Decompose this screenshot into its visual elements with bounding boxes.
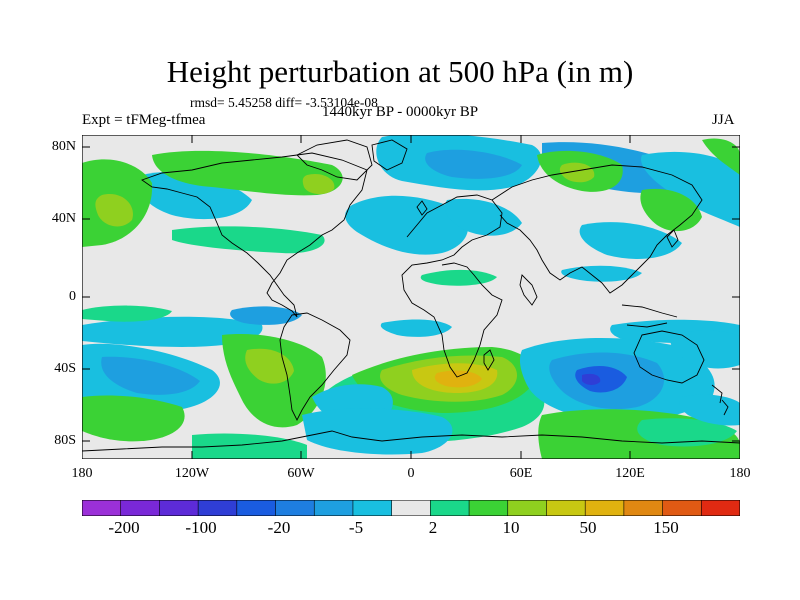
colorbar-swatch (468, 500, 509, 516)
coastlines (82, 139, 740, 452)
lon-label-180e: 180 (729, 466, 751, 481)
colorbar-label-150: 150 (653, 518, 679, 537)
colorbar-swatch (430, 500, 470, 516)
colorbar-swatch (391, 500, 432, 516)
lat-label-40s: 40S (54, 361, 76, 376)
tick-marks (82, 135, 740, 459)
colorbar-swatch (584, 500, 625, 516)
lat-label-80n: 80N (51, 139, 76, 154)
colorbar-swatch (352, 500, 393, 516)
stats-label: rmsd= 5.45258 diff= -3.53104e-08 (190, 95, 378, 110)
lon-label-60e: 60E (509, 466, 533, 481)
contour-fills (82, 135, 740, 459)
colorbar-swatch (546, 500, 586, 516)
colorbar-label-neg100: -100 (185, 518, 217, 537)
colorbar-label-neg200: -200 (108, 518, 140, 537)
lat-label-40n: 40N (51, 211, 76, 226)
colorbar-swatch (275, 500, 316, 516)
colorbar-swatch (159, 500, 199, 516)
colorbar-swatch (197, 500, 238, 516)
colorbar-label-50: 50 (579, 518, 597, 537)
colorbar-swatches (82, 500, 740, 516)
figure-title: Height perturbation at 500 hPa (in m) (166, 54, 634, 89)
colorbar-label-neg20: -20 (267, 518, 291, 537)
lon-label-120w: 120W (174, 466, 210, 481)
lon-label-180w: 180 (71, 466, 93, 481)
lon-label-0: 0 (407, 466, 415, 481)
colorbar-swatch (662, 500, 703, 516)
experiment-label: Expt = tFMeg-tfmea (82, 112, 206, 128)
lat-label-80s: 80S (54, 433, 76, 448)
colorbar-swatch (700, 500, 740, 516)
colorbar-swatch (82, 500, 122, 516)
colorbar-swatch (507, 500, 548, 516)
colorbar-swatch (236, 500, 277, 516)
colorbar-label-10: 10 (502, 518, 520, 537)
colorbar (82, 500, 740, 516)
colorbar-label-neg5: -5 (348, 518, 364, 537)
colorbar-label-2: 2 (428, 518, 438, 537)
colorbar-swatch (313, 500, 354, 516)
lat-label-0: 0 (69, 289, 76, 304)
colorbar-swatch (120, 500, 161, 516)
lon-label-120e: 120E (615, 466, 645, 481)
season-label: JJA (712, 112, 735, 128)
colorbar-swatch (623, 500, 664, 516)
period-label: 1440kyr BP - 0000kyr BP (322, 104, 479, 120)
map-panel (82, 135, 740, 459)
lon-label-60w: 60W (287, 466, 315, 481)
